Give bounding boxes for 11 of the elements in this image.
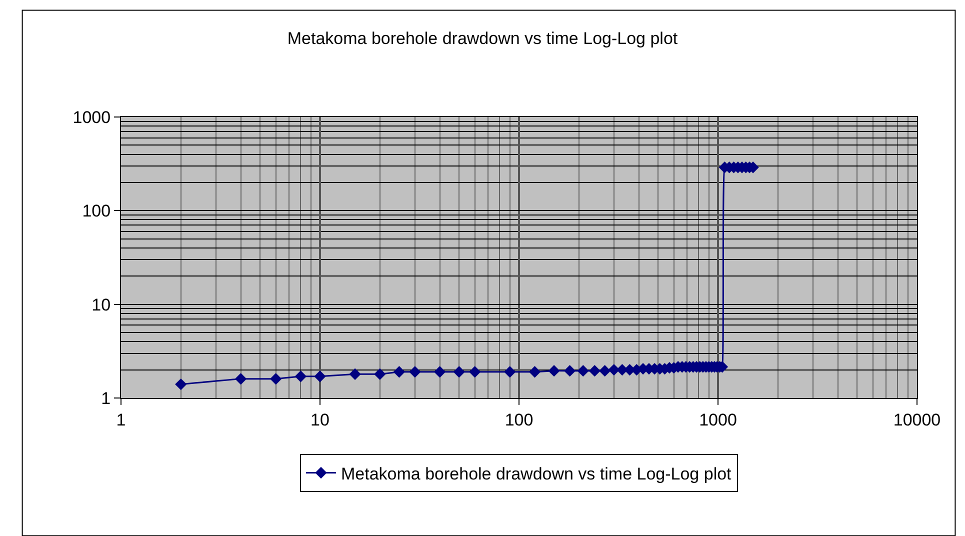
x-tick-label: 1000 [699, 410, 737, 430]
x-tick-label: 1 [116, 410, 126, 430]
chart-title: Metakoma borehole drawdown vs time Log-Log plot [287, 29, 678, 48]
y-tick-label: 10 [92, 295, 111, 314]
x-tick-label: 10000 [893, 410, 941, 430]
y-tick-label: 1000 [72, 108, 111, 127]
legend-label: Metakoma borehole drawdown vs time Log-Log plot [341, 464, 732, 484]
x-tick-label: 100 [504, 410, 534, 430]
y-tick-label: 1 [101, 388, 111, 408]
x-tick-label: 10 [310, 410, 330, 430]
y-tick-label: 100 [82, 202, 111, 221]
